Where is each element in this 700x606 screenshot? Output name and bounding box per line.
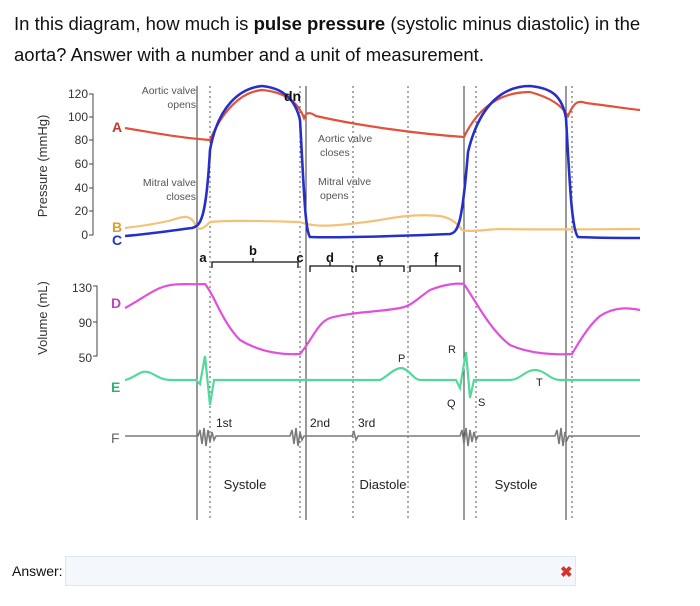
ecg-p: P xyxy=(398,353,405,365)
phase-c: c xyxy=(296,250,303,265)
ecg-q: Q xyxy=(447,398,456,410)
letter-f: F xyxy=(111,430,120,446)
period-labels: Systole Diastole Systole xyxy=(224,477,538,492)
ecg-s: S xyxy=(478,397,485,409)
phase-b: b xyxy=(249,243,257,258)
pressure-tick: 80 xyxy=(75,133,89,147)
volume-tick: 90 xyxy=(79,316,93,330)
heart-sound-trace xyxy=(125,427,640,447)
phase-f: f xyxy=(434,250,439,265)
aortic-valve-closes-line1: Aortic valve xyxy=(318,133,372,145)
pressure-tick: 120 xyxy=(68,87,88,101)
letter-e: E xyxy=(111,379,120,395)
aortic-valve-opens-line1: Aortic valve xyxy=(142,85,196,97)
ecg-labels: P Q R S T xyxy=(398,344,543,410)
pressure-axis-bracket xyxy=(89,93,94,236)
aortic-valve-opens-line2: opens xyxy=(167,99,196,111)
volume-tick: 50 xyxy=(79,351,93,365)
ecg-r: R xyxy=(448,344,456,356)
ventricular-volume-curve xyxy=(124,282,641,356)
pressure-tick: 0 xyxy=(81,228,88,242)
pressure-tick: 60 xyxy=(75,157,89,171)
volume-axis-label: Volume (mL) xyxy=(35,281,50,355)
mitral-valve-opens-line2: opens xyxy=(320,190,349,202)
ventricular-pressure-curve xyxy=(124,84,641,240)
dicrotic-notch-label: dn xyxy=(284,88,301,104)
period-systole-1: Systole xyxy=(224,477,267,492)
volume-tick: 130 xyxy=(72,281,92,295)
mitral-valve-opens-line1: Mitral valve xyxy=(318,176,371,188)
aortic-valve-closes-line2: closes xyxy=(320,147,350,159)
phase-e: e xyxy=(376,250,383,265)
aortic-pressure-curve xyxy=(124,88,641,142)
period-divider-lines xyxy=(196,86,567,520)
ecg-curve xyxy=(124,351,640,406)
pressure-tick: 100 xyxy=(68,110,88,124)
heart-sound-labels: 1st 2nd 3rd xyxy=(216,416,375,430)
answer-label: Answer: xyxy=(12,563,63,579)
x-icon: ✖ xyxy=(560,564,573,581)
question-bold-term: pulse pressure xyxy=(253,13,386,34)
atrial-pressure-curve xyxy=(124,214,641,232)
period-systole-2: Systole xyxy=(495,477,538,492)
valve-annotations: Aortic valve opens Mitral valve closes A… xyxy=(142,85,373,203)
answer-field-box[interactable] xyxy=(65,556,576,586)
sound-first: 1st xyxy=(216,416,233,430)
mitral-valve-closes-line2: closes xyxy=(166,191,196,203)
pressure-axis-label: Pressure (mmHg) xyxy=(35,115,50,218)
pressure-ticks: 120 100 80 60 40 20 0 xyxy=(68,87,88,242)
phase-labels: a b c d e f xyxy=(199,243,438,265)
sound-third: 3rd xyxy=(358,416,375,430)
cardiac-cycle-diagram: Pressure (mmHg) Volume (mL) 120 100 80 6… xyxy=(35,84,641,520)
letter-c: C xyxy=(112,232,122,248)
ecg-t: T xyxy=(536,377,543,389)
pressure-tick: 20 xyxy=(75,204,89,218)
volume-ticks: 130 90 50 xyxy=(72,281,92,365)
phase-d: d xyxy=(326,250,334,265)
letter-a: A xyxy=(112,119,122,135)
phase-a: a xyxy=(199,250,207,265)
period-diastole: Diastole xyxy=(360,477,407,492)
phase-divider-lines xyxy=(209,86,573,520)
pressure-tick: 40 xyxy=(75,181,89,195)
letter-b: B xyxy=(112,219,122,235)
question-text: In this diagram, how much is pulse press… xyxy=(14,13,641,65)
phase-brackets xyxy=(211,258,461,272)
mitral-valve-closes-line1: Mitral valve xyxy=(143,177,196,189)
curve-letters: A B C D E F xyxy=(111,119,122,446)
letter-d: D xyxy=(111,295,121,311)
answer-input[interactable] xyxy=(66,557,575,585)
sound-second: 2nd xyxy=(310,416,330,430)
volume-axis-bracket xyxy=(93,285,98,357)
